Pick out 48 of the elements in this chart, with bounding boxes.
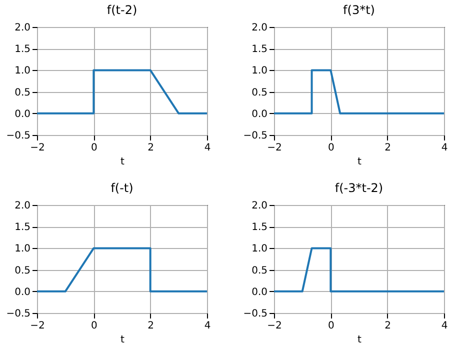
x-tick-label: −2 (30, 320, 45, 332)
y-tick-label: 2.0 (14, 22, 30, 34)
x-tick-label: 0 (90, 142, 98, 154)
x-axis-title: t (120, 156, 125, 168)
y-tick-label: 0.5 (14, 265, 30, 276)
y-tick-label: 1.5 (252, 44, 268, 56)
y-tick-label: 0.0 (14, 286, 30, 298)
x-axis-title: t (358, 334, 362, 346)
y-tick-label: 1.0 (14, 66, 30, 77)
y-tick-label: 1.5 (14, 222, 30, 234)
y-tick-label: 0.5 (252, 87, 268, 98)
chart-title: f(t-2) (106, 3, 138, 17)
y-tick-label: 0.5 (252, 265, 268, 276)
x-tick-label: −2 (30, 142, 45, 154)
x-tick-label: −2 (267, 142, 282, 154)
y-tick-label: 2.0 (252, 200, 268, 212)
x-tick-label: 2 (148, 320, 154, 332)
chart-title: f(-t) (110, 181, 134, 195)
y-tick-label: 0.0 (14, 108, 30, 120)
x-tick-label: 4 (204, 320, 211, 332)
x-axis-title: t (120, 334, 125, 346)
y-tick-label: 0.0 (252, 108, 268, 120)
x-tick-label: 2 (148, 142, 154, 154)
x-axis-title: t (358, 156, 362, 168)
y-tick-label: 0.0 (252, 286, 268, 298)
x-tick-label: 0 (90, 320, 98, 332)
y-tick-label: −0.5 (243, 130, 268, 142)
y-tick-label: 1.0 (252, 244, 268, 255)
y-tick-label: 1.0 (252, 66, 268, 77)
x-tick-label: −2 (267, 320, 282, 332)
y-tick-label: 1.5 (252, 222, 268, 234)
chart-title: f(3*t) (343, 3, 375, 17)
y-tick-label: 2.0 (14, 200, 30, 212)
x-tick-label: 4 (204, 142, 211, 154)
x-tick-label: 4 (441, 142, 448, 154)
x-tick-label: 0 (328, 320, 334, 332)
y-tick-label: 1.0 (14, 244, 30, 255)
x-tick-label: 2 (384, 142, 392, 154)
y-tick-label: 0.5 (14, 87, 30, 98)
y-tick-label: −0.5 (6, 308, 30, 320)
y-tick-label: 2.0 (252, 22, 268, 34)
x-tick-label: 2 (384, 320, 392, 332)
x-tick-label: 0 (328, 142, 334, 154)
y-tick-label: −0.5 (243, 308, 268, 320)
y-tick-label: 1.5 (14, 44, 30, 56)
chart-title: f(-3*t-2) (334, 181, 384, 195)
y-tick-label: −0.5 (6, 130, 30, 142)
x-tick-label: 4 (441, 320, 448, 332)
